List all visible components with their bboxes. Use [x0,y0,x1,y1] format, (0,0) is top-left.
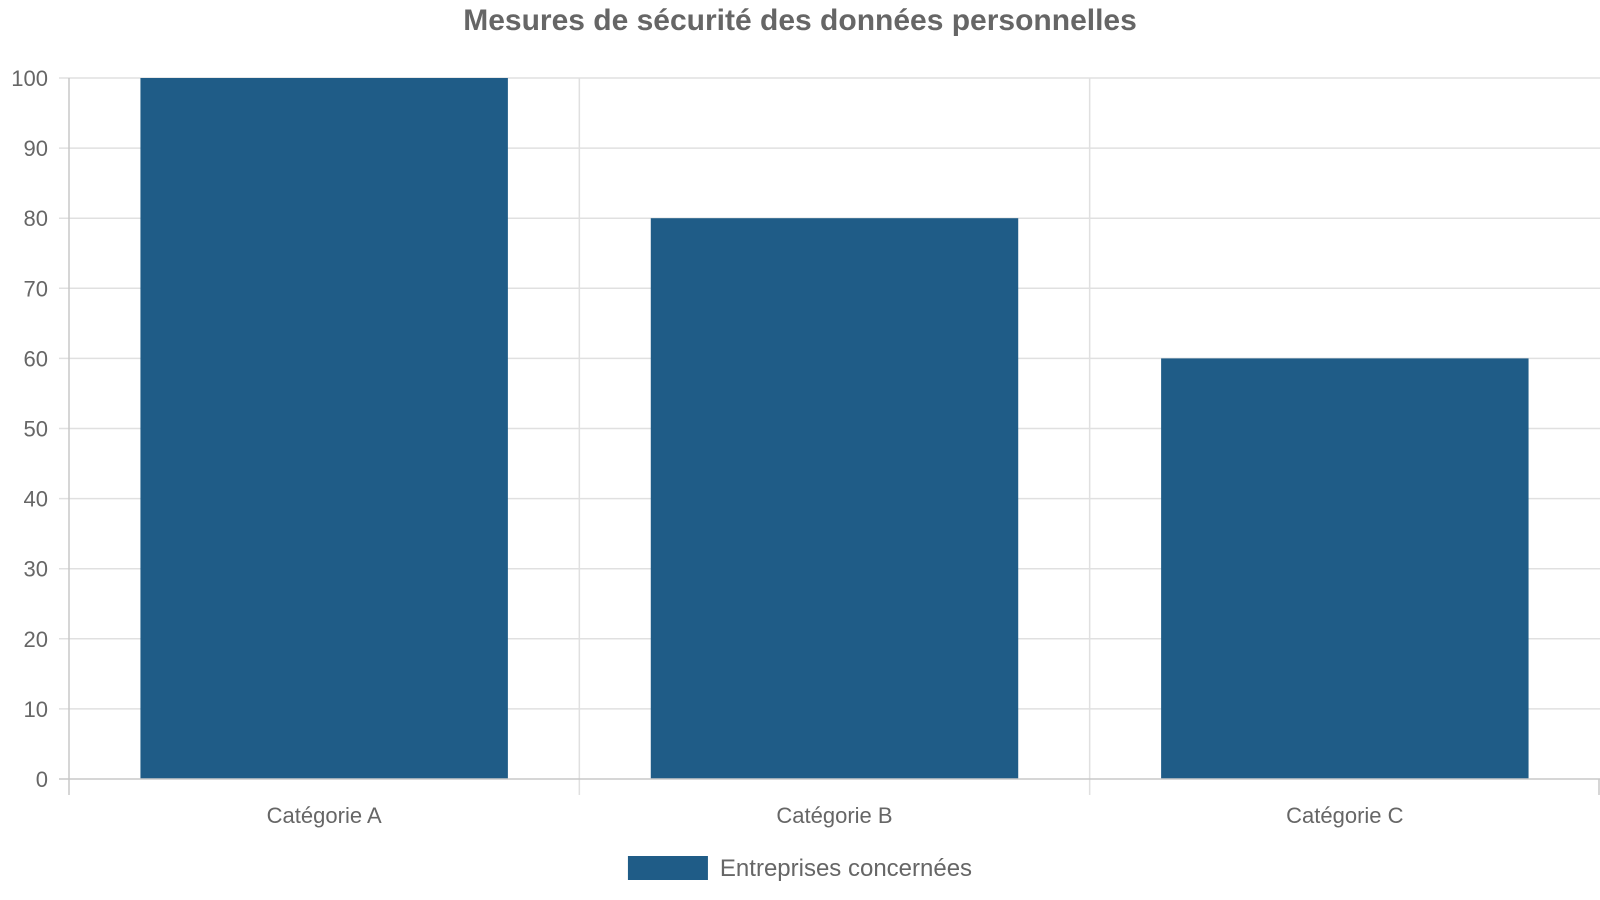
y-tick-label: 90 [24,136,48,161]
y-tick-label: 80 [24,206,48,231]
bar[interactable] [140,78,508,779]
y-tick-label: 50 [24,417,48,442]
y-tick-label: 40 [24,487,48,512]
legend[interactable]: Entreprises concernées [627,855,972,882]
legend-label: Entreprises concernées [720,855,972,882]
y-tick-label: 70 [24,276,48,301]
bar[interactable] [1161,358,1529,779]
chart-title: Mesures de sécurité des données personne… [463,4,1137,37]
x-tick-label: Catégorie C [1286,803,1404,828]
legend-swatch [627,856,708,880]
y-tick-label: 10 [24,697,48,722]
axes [59,78,1600,795]
x-tick-label: Catégorie A [267,803,382,828]
y-tick-label: 60 [24,346,48,371]
y-tick-label: 100 [11,66,48,91]
y-tick-label: 0 [36,767,48,792]
bar[interactable] [650,218,1019,779]
y-tick-label: 20 [24,627,48,652]
tick-labels: 0 10 20 30 40 50 60 70 80 90 100 Catégorie A Catégor… [11,66,1403,828]
bar-series [140,78,1529,779]
x-tick-label: Catégorie B [776,803,892,828]
y-tick-label: 30 [24,557,48,582]
